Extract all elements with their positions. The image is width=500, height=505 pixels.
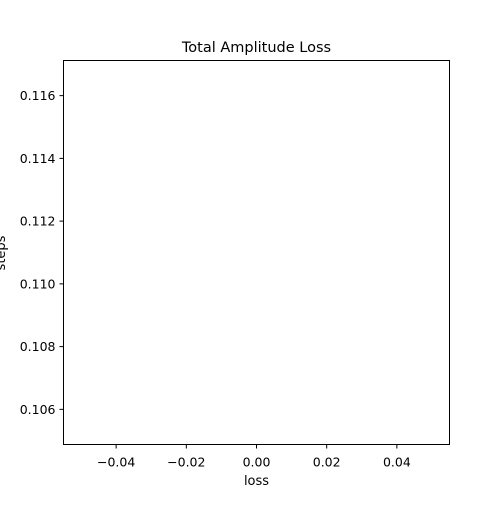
y-axis-label: steps xyxy=(0,235,9,270)
x-axis-ticks: −0.04 −0.02 0.00 0.02 0.04 xyxy=(97,444,411,470)
x-tick-label: 0.00 xyxy=(243,455,271,470)
x-axis-label: loss xyxy=(244,474,269,489)
x-tick-label: −0.02 xyxy=(167,455,205,470)
y-tick-label: 0.110 xyxy=(20,276,56,291)
chart-title: Total Amplitude Loss xyxy=(181,40,331,56)
y-tick-label: 0.116 xyxy=(20,88,56,103)
y-axis-ticks: 0.106 0.108 0.110 0.112 0.114 0.116 xyxy=(20,88,64,417)
x-tick-label: 0.04 xyxy=(383,455,411,470)
y-tick-label: 0.106 xyxy=(20,402,56,417)
y-tick-label: 0.112 xyxy=(20,214,56,229)
x-tick-label: 0.02 xyxy=(313,455,341,470)
y-tick-label: 0.108 xyxy=(20,339,56,354)
y-tick-label: 0.114 xyxy=(20,151,56,166)
x-tick-label: −0.04 xyxy=(97,455,135,470)
